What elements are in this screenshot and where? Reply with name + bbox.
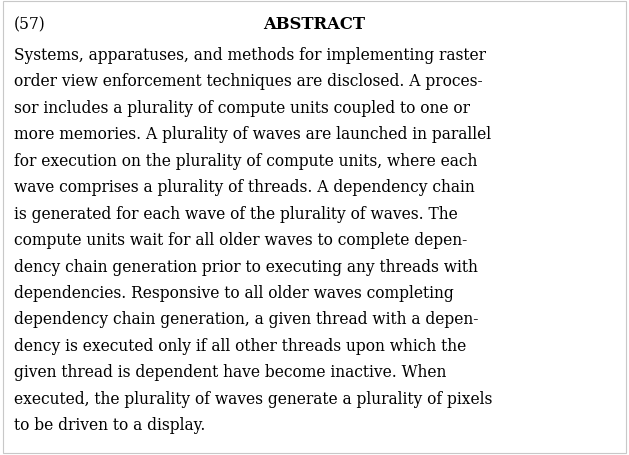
Text: compute units wait for all older waves to complete depen-: compute units wait for all older waves t… [14,232,467,248]
Text: given thread is dependent have become inactive. When: given thread is dependent have become in… [14,364,446,380]
FancyBboxPatch shape [3,2,626,453]
Text: Systems, apparatuses, and methods for implementing raster: Systems, apparatuses, and methods for im… [14,47,486,64]
Text: dependencies. Responsive to all older waves completing: dependencies. Responsive to all older wa… [14,284,454,301]
Text: executed, the plurality of waves generate a plurality of pixels: executed, the plurality of waves generat… [14,390,493,407]
Text: (57): (57) [14,16,45,33]
Text: more memories. A plurality of waves are launched in parallel: more memories. A plurality of waves are … [14,126,491,143]
Text: dependency chain generation, a given thread with a depen-: dependency chain generation, a given thr… [14,311,478,328]
Text: ABSTRACT: ABSTRACT [264,16,365,33]
Text: sor includes a plurality of compute units coupled to one or: sor includes a plurality of compute unit… [14,100,470,116]
Text: for execution on the plurality of compute units, where each: for execution on the plurality of comput… [14,152,477,169]
Text: is generated for each wave of the plurality of waves. The: is generated for each wave of the plural… [14,205,457,222]
Text: order view enforcement techniques are disclosed. A proces-: order view enforcement techniques are di… [14,73,482,90]
Text: to be driven to a display.: to be driven to a display. [14,416,205,433]
Text: dency chain generation prior to executing any threads with: dency chain generation prior to executin… [14,258,477,275]
Text: wave comprises a plurality of threads. A dependency chain: wave comprises a plurality of threads. A… [14,179,475,196]
Text: dency is executed only if all other threads upon which the: dency is executed only if all other thre… [14,337,466,354]
